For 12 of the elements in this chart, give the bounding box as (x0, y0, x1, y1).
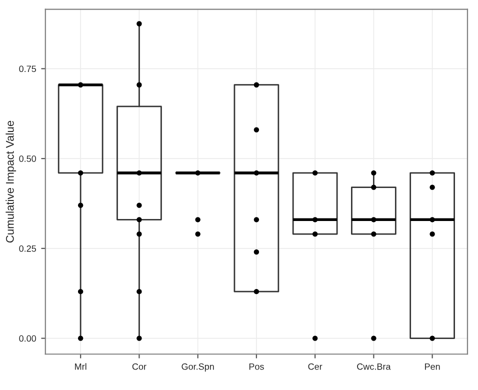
y-axis-title: Cumulative Impact Value (6, 120, 16, 243)
x-tick-label: Mrl (75, 363, 86, 370)
x-tick-label: Cer (308, 363, 322, 370)
y-tick-label: 0.25 (19, 245, 36, 252)
x-tick-label: Pos (249, 363, 264, 370)
x-tick-label: Gor.Spn (182, 363, 214, 372)
x-tick-label: Cor (132, 363, 146, 370)
x-tick-label: Pen (425, 363, 440, 370)
x-tick-label: Cwc.Bra (357, 363, 391, 370)
y-tick-label: 0.50 (19, 156, 36, 162)
y-tick-label: 0.75 (19, 66, 36, 72)
y-tick-label: 0.00 (19, 335, 36, 342)
